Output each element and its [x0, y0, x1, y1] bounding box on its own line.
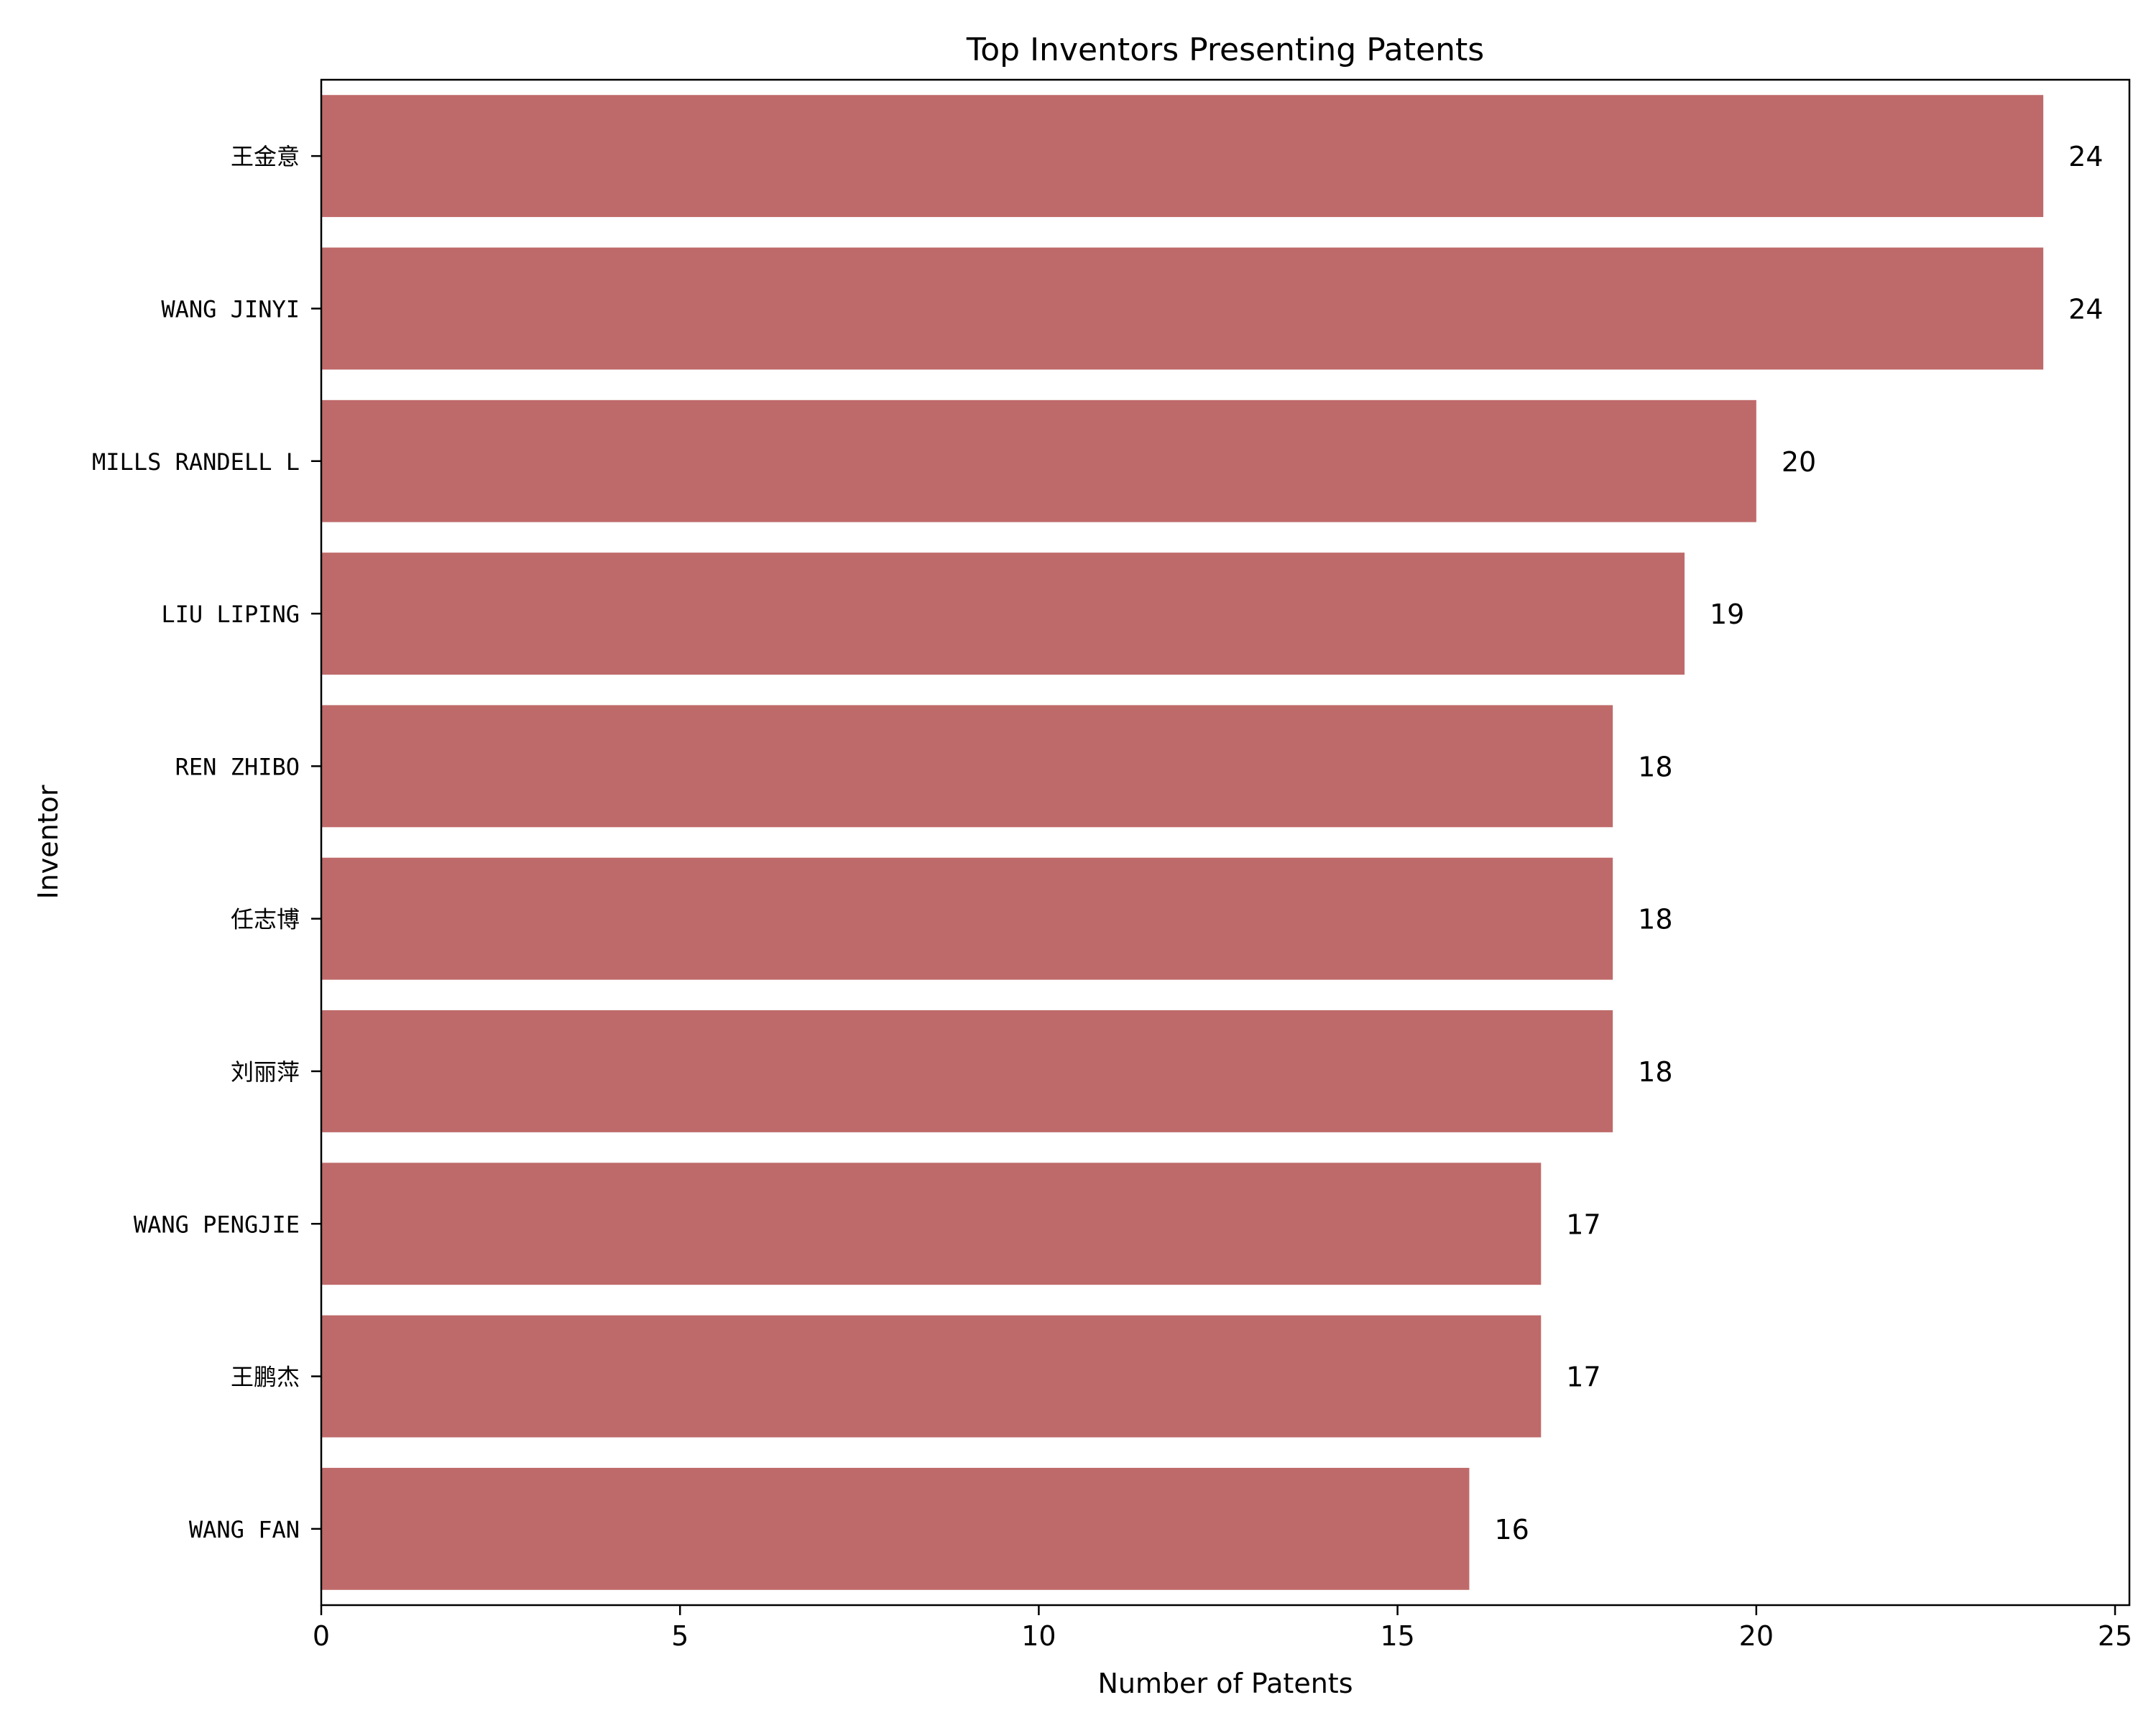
- bar-3: [321, 553, 1685, 675]
- y-tick-label-1: WANG JINYI: [161, 295, 300, 323]
- bar-data-label-9: 16: [1494, 1514, 1529, 1546]
- bar-2: [321, 400, 1756, 522]
- x-tick-label-5: 25: [2098, 1620, 2132, 1652]
- bar-7: [321, 1163, 1541, 1285]
- chart-title: Top Inventors Presenting Patents: [966, 32, 1484, 68]
- y-tick-label-4: REN ZHIBO: [175, 753, 300, 780]
- bar-8: [321, 1316, 1541, 1438]
- y-tick-label-3: LIU LIPING: [161, 601, 300, 628]
- x-tick-label-2: 10: [1021, 1620, 1056, 1652]
- bar-0: [321, 95, 2043, 217]
- y-tick-label-5: 任志博: [231, 906, 300, 933]
- bar-6: [321, 1010, 1613, 1132]
- bar-data-label-3: 19: [1710, 599, 1744, 630]
- bar-9: [321, 1468, 1469, 1590]
- y-tick-label-8: 王鹏杰: [231, 1364, 300, 1391]
- bar-data-label-0: 24: [2068, 141, 2103, 172]
- x-tick-label-0: 0: [313, 1620, 330, 1652]
- bar-4: [321, 705, 1613, 827]
- bar-data-label-4: 18: [1638, 751, 1672, 782]
- y-tick-label-7: WANG PENGJIE: [134, 1211, 300, 1238]
- x-tick-label-1: 5: [671, 1620, 688, 1652]
- x-tick-label-4: 20: [1739, 1620, 1774, 1652]
- y-tick-label-9: WANG FAN: [189, 1516, 300, 1543]
- bar-data-label-5: 18: [1638, 904, 1672, 935]
- bar-data-label-7: 17: [1566, 1209, 1600, 1240]
- y-tick-label-6: 刘丽萍: [231, 1058, 300, 1086]
- bar-data-label-6: 18: [1638, 1056, 1672, 1088]
- bar-data-label-2: 20: [1782, 446, 1816, 478]
- x-axis-label: Number of Patents: [1098, 1668, 1353, 1699]
- y-tick-label-0: 王金意: [231, 143, 300, 170]
- y-axis-label: Inventor: [32, 785, 64, 899]
- y-tick-label-2: MILLS RANDELL L: [92, 448, 300, 476]
- bar-5: [321, 858, 1613, 980]
- bar-data-label-1: 24: [2068, 293, 2103, 325]
- bar-data-label-8: 17: [1566, 1362, 1600, 1393]
- bar-1: [321, 248, 2043, 370]
- x-tick-label-3: 15: [1380, 1620, 1414, 1652]
